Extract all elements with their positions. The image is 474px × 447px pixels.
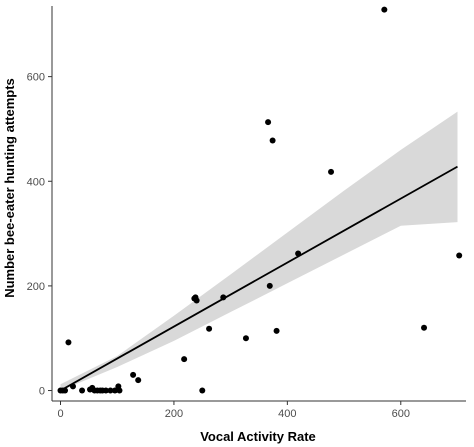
data-point (135, 377, 142, 384)
data-point (199, 387, 206, 394)
data-point (266, 282, 273, 289)
data-point (295, 250, 302, 257)
data-point (69, 383, 76, 390)
x-axis-ticks: 0 200 400 600 (57, 401, 410, 420)
data-point (206, 325, 213, 332)
data-point (242, 335, 249, 342)
data-point (328, 168, 335, 175)
data-point (193, 297, 200, 304)
data-point (79, 387, 86, 394)
data-point (220, 294, 227, 301)
y-tick-label: 200 (27, 281, 45, 293)
data-point (130, 371, 137, 378)
data-point (65, 339, 72, 346)
plot-area (57, 6, 463, 394)
data-point (111, 387, 118, 394)
x-tick-label: 200 (165, 408, 183, 420)
data-point (265, 119, 272, 126)
data-point (269, 137, 276, 144)
x-tick-label: 400 (278, 408, 296, 420)
data-point (116, 387, 123, 394)
y-axis-ticks: 0 200 400 600 (27, 72, 52, 398)
data-point (421, 324, 428, 331)
data-point (181, 356, 188, 363)
y-axis-title: Number bee-eater hunting attempts (2, 78, 17, 298)
regression-line (60, 165, 458, 392)
x-axis-title: Vocal Activity Rate (200, 429, 316, 444)
data-point (107, 387, 114, 394)
confidence-band (60, 111, 458, 391)
data-point (381, 6, 388, 13)
y-tick-label: 600 (27, 72, 45, 84)
data-point (273, 327, 280, 334)
x-tick-label: 0 (57, 408, 63, 420)
data-point (62, 387, 69, 394)
y-tick-label: 400 (27, 176, 45, 188)
data-points (57, 6, 463, 394)
data-point (456, 252, 463, 259)
y-tick-label: 0 (39, 386, 45, 398)
x-tick-label: 600 (392, 408, 410, 420)
data-point (102, 387, 109, 394)
